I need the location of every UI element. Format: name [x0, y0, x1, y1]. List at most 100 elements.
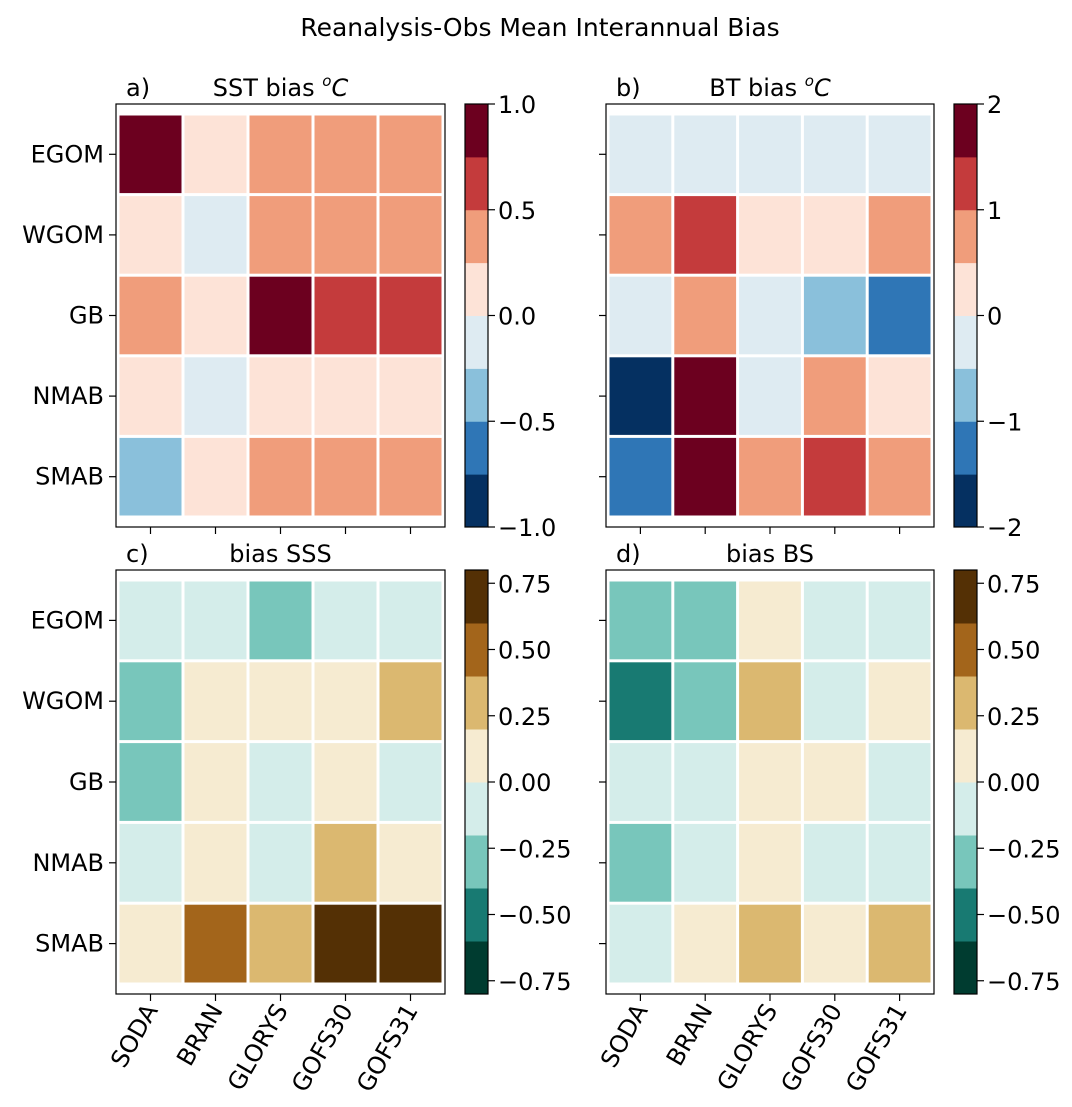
- heatmap-cell: [249, 437, 312, 516]
- heatmap-cell: [249, 357, 312, 435]
- colorbar-tick-label: 0: [987, 303, 1002, 331]
- heatmap-cell: [609, 662, 672, 741]
- heatmap-cell: [803, 823, 866, 902]
- heatmap-cell: [868, 743, 931, 821]
- heatmap-cell: [184, 904, 247, 983]
- heatmap-cell: [119, 581, 182, 660]
- heatmap-cell: [249, 662, 312, 741]
- colorbar-band: [465, 941, 488, 995]
- panels: EGOM WGOM GB NMAB SMAB a) SST bias oC 1.0 0.5 0.0…: [22, 72, 1060, 1097]
- colorbar-tick-label: 0.0: [498, 303, 536, 331]
- colorbar-tick-label: 0.00: [498, 769, 551, 797]
- heatmap-cell: [609, 581, 672, 660]
- heatmap-cell: [249, 581, 312, 660]
- colorbar-band: [465, 729, 488, 783]
- colorbar-band: [954, 474, 977, 528]
- heatmap-cell: [119, 437, 182, 516]
- colorbar-band: [465, 315, 488, 369]
- y-tick-label: GB: [69, 768, 104, 796]
- heatmap-cell: [674, 357, 737, 435]
- colorbar-band: [954, 104, 977, 158]
- colorbar-band: [954, 570, 977, 624]
- x-tick-label: GLORYS: [711, 999, 783, 1095]
- heatmap-cell: [739, 904, 801, 983]
- heatmap-cell: [803, 276, 866, 355]
- colorbar-band: [465, 368, 488, 422]
- panel-label: c): [126, 540, 149, 568]
- panel-title: bias SSS: [229, 540, 331, 568]
- heatmap-cell: [249, 276, 312, 355]
- heatmap-cell: [868, 904, 931, 983]
- heatmap-cell: [674, 662, 737, 741]
- heatmap-cell: [184, 581, 247, 660]
- colorbar-band: [465, 262, 488, 316]
- colorbar-tick-label: −0.25: [987, 835, 1061, 863]
- heatmap-cell: [119, 662, 182, 741]
- heatmap-cell: [379, 196, 442, 274]
- heatmap-cell: [803, 662, 866, 741]
- heatmap-cell: [674, 904, 737, 983]
- colorbar-tick-label: 1: [987, 197, 1002, 225]
- heatmap-cell: [609, 357, 672, 435]
- heatmap-cell: [609, 115, 672, 194]
- heatmap-cell: [249, 823, 312, 902]
- heatmap-cell: [739, 662, 801, 741]
- colorbar-band: [954, 421, 977, 475]
- heatmap-cell: [674, 196, 737, 274]
- heatmap-cell: [249, 904, 312, 983]
- heatmap-cell: [674, 276, 737, 355]
- colorbar-band: [465, 888, 488, 942]
- heatmap-cell: [609, 743, 672, 821]
- heatmap-cell: [739, 437, 801, 516]
- heatmap-cell: [609, 904, 672, 983]
- colorbar-band: [465, 835, 488, 889]
- heatmap-cell: [184, 196, 247, 274]
- colorbar-band: [954, 262, 977, 316]
- x-tick-label: SODA: [595, 999, 654, 1073]
- y-tick-label: WGOM: [22, 221, 104, 249]
- heatmap-cell: [803, 357, 866, 435]
- colorbar-band: [465, 782, 488, 836]
- colorbar-band: [465, 156, 488, 211]
- heatmap-cell: [314, 581, 377, 660]
- heatmap-cell: [868, 276, 931, 355]
- heatmap-cell: [609, 437, 672, 516]
- colorbar-tick-label: 0.75: [498, 570, 551, 598]
- heatmap-cell: [868, 115, 931, 194]
- heatmap-cell: [379, 581, 442, 660]
- heatmap-cell: [379, 357, 442, 435]
- colorbar-tick-label: 2: [987, 91, 1002, 119]
- panel-title: bias BS: [726, 540, 814, 568]
- colorbar: 0.75 0.50 0.25 0.00 −0.25 −0.50 −0.75: [464, 569, 572, 996]
- y-tick-label: WGOM: [22, 687, 104, 715]
- heatmap-cell: [314, 115, 377, 194]
- heatmap-cell: [314, 904, 377, 983]
- heatmap-cell: [119, 823, 182, 902]
- heatmap-cell: [119, 743, 182, 821]
- heatmap-cell: [868, 357, 931, 435]
- heatmap-cell: [803, 196, 866, 274]
- heatmap-cell: [868, 662, 931, 741]
- heatmap-cell: [739, 276, 801, 355]
- heatmap-cell: [674, 823, 737, 902]
- heatmap-cell: [739, 823, 801, 902]
- y-tick-label: NMAB: [32, 382, 104, 410]
- panel-title: SST bias oC: [213, 72, 349, 102]
- heatmap-cell: [184, 115, 247, 194]
- panel-1: b) BT bias oC 2 1 0 −1 −2: [599, 72, 1022, 542]
- colorbar-tick-label: 1.0: [498, 91, 536, 119]
- colorbar-tick-label: −1: [987, 408, 1022, 436]
- panel-label: b): [616, 74, 641, 102]
- heatmap-cell: [803, 904, 866, 983]
- colorbar-tick-label: −0.50: [987, 902, 1061, 930]
- heatmap-cell: [868, 196, 931, 274]
- heatmap-cell: [674, 581, 737, 660]
- colorbar-tick-label: 0.25: [987, 703, 1040, 731]
- colorbar: 1.0 0.5 0.0 −0.5 −1.0: [464, 91, 556, 542]
- heatmap-cell: [739, 115, 801, 194]
- colorbar-tick-label: −0.75: [498, 968, 572, 996]
- panel-0: EGOM WGOM GB NMAB SMAB a) SST bias oC 1.0 0.5 0.0…: [22, 72, 556, 542]
- heatmap-cell: [379, 662, 442, 741]
